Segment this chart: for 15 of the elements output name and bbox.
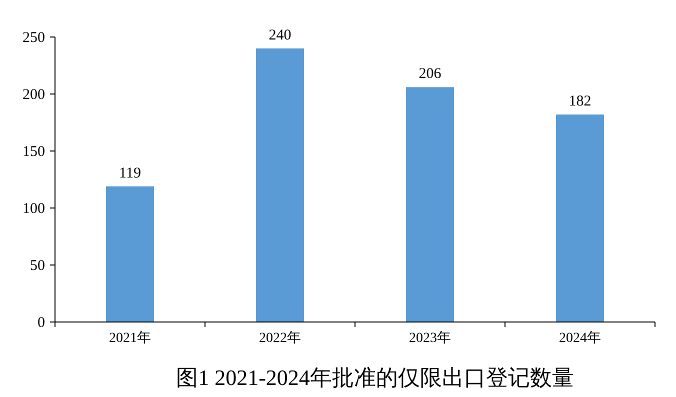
y-tick-label: 100 xyxy=(22,201,45,217)
y-tick-label: 150 xyxy=(22,144,45,160)
y-tick-label: 50 xyxy=(30,258,45,274)
data-label: 206 xyxy=(418,66,442,82)
text: 图1 2021-2024年批准的仅限出口登记数量 xyxy=(176,365,574,390)
data-label: 182 xyxy=(568,94,592,110)
x-tick-label: 2022年 xyxy=(259,330,301,346)
x-tick-label: 2023年 xyxy=(409,330,451,346)
data-label: 240 xyxy=(268,27,292,44)
y-tick-label: 200 xyxy=(22,87,45,103)
x-tick-label: 2021年 xyxy=(109,330,151,346)
x-tick-label: 2024年 xyxy=(559,330,601,346)
y-tick-label: 250 xyxy=(22,30,45,46)
data-label: 119 xyxy=(119,165,141,182)
y-tick-label: 0 xyxy=(38,315,45,331)
